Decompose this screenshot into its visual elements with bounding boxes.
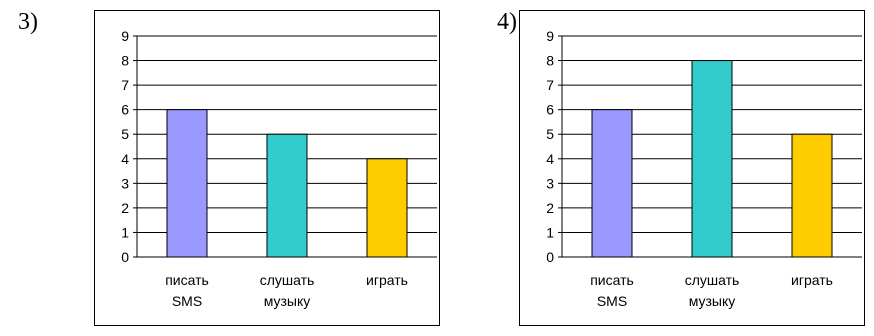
panel-label-4: 4) xyxy=(497,9,517,35)
chart-frame-4: 0 1 2 3 4 5 6 7 8 9 писать SMS слушать музыку играть xyxy=(519,10,865,326)
x-category-label-0-line-1: SMS xyxy=(597,293,627,309)
x-category-label-1-line-1: музыку xyxy=(264,293,311,309)
bar-2 xyxy=(366,158,408,258)
y-tick-label-6: 6 xyxy=(121,102,129,118)
x-category-label-2-line-0: играть xyxy=(791,272,833,288)
y-tick-label-7: 7 xyxy=(546,77,554,93)
x-category-label-1-line-0: слушать xyxy=(685,272,740,288)
y-tick-label-8: 8 xyxy=(546,53,554,69)
chart-frame-3: 0 1 2 3 4 5 6 7 8 9 писать SMS слушать музыку играть xyxy=(94,10,440,326)
x-category-label-1-line-1: музыку xyxy=(689,293,736,309)
y-tick-label-1: 1 xyxy=(546,224,554,240)
y-tick-label-4: 4 xyxy=(546,151,554,167)
y-tick-label-9: 9 xyxy=(121,28,129,44)
y-tick-label-4: 4 xyxy=(121,151,129,167)
y-tick-label-0: 0 xyxy=(546,249,554,265)
bar-0 xyxy=(166,109,208,258)
panel-label-3: 3) xyxy=(18,9,38,35)
bar-0 xyxy=(591,109,633,258)
y-tick-label-2: 2 xyxy=(121,200,129,216)
bar-chart-4: 0 1 2 3 4 5 6 7 8 9 писать SMS слушать музыку играть xyxy=(546,28,862,309)
bar-1 xyxy=(691,60,733,258)
bar-2 xyxy=(791,133,833,258)
x-category-label-0-line-0: писать xyxy=(165,272,209,288)
y-tick-label-3: 3 xyxy=(121,175,129,191)
y-tick-label-5: 5 xyxy=(546,126,554,142)
y-tick-label-1: 1 xyxy=(121,224,129,240)
y-tick-label-3: 3 xyxy=(546,175,554,191)
y-tick-label-2: 2 xyxy=(546,200,554,216)
x-category-label-2-line-0: играть xyxy=(366,272,408,288)
y-tick-label-5: 5 xyxy=(121,126,129,142)
x-category-label-0-line-0: писать xyxy=(590,272,634,288)
y-tick-label-9: 9 xyxy=(546,28,554,44)
y-tick-label-7: 7 xyxy=(121,77,129,93)
x-category-label-0-line-1: SMS xyxy=(172,293,202,309)
bar-chart-3: 0 1 2 3 4 5 6 7 8 9 писать SMS слушать музыку играть xyxy=(121,28,437,309)
y-tick-label-8: 8 xyxy=(121,53,129,69)
bar-1 xyxy=(266,133,308,258)
x-category-label-1-line-0: слушать xyxy=(260,272,315,288)
y-tick-label-6: 6 xyxy=(546,102,554,118)
y-tick-label-0: 0 xyxy=(121,249,129,265)
